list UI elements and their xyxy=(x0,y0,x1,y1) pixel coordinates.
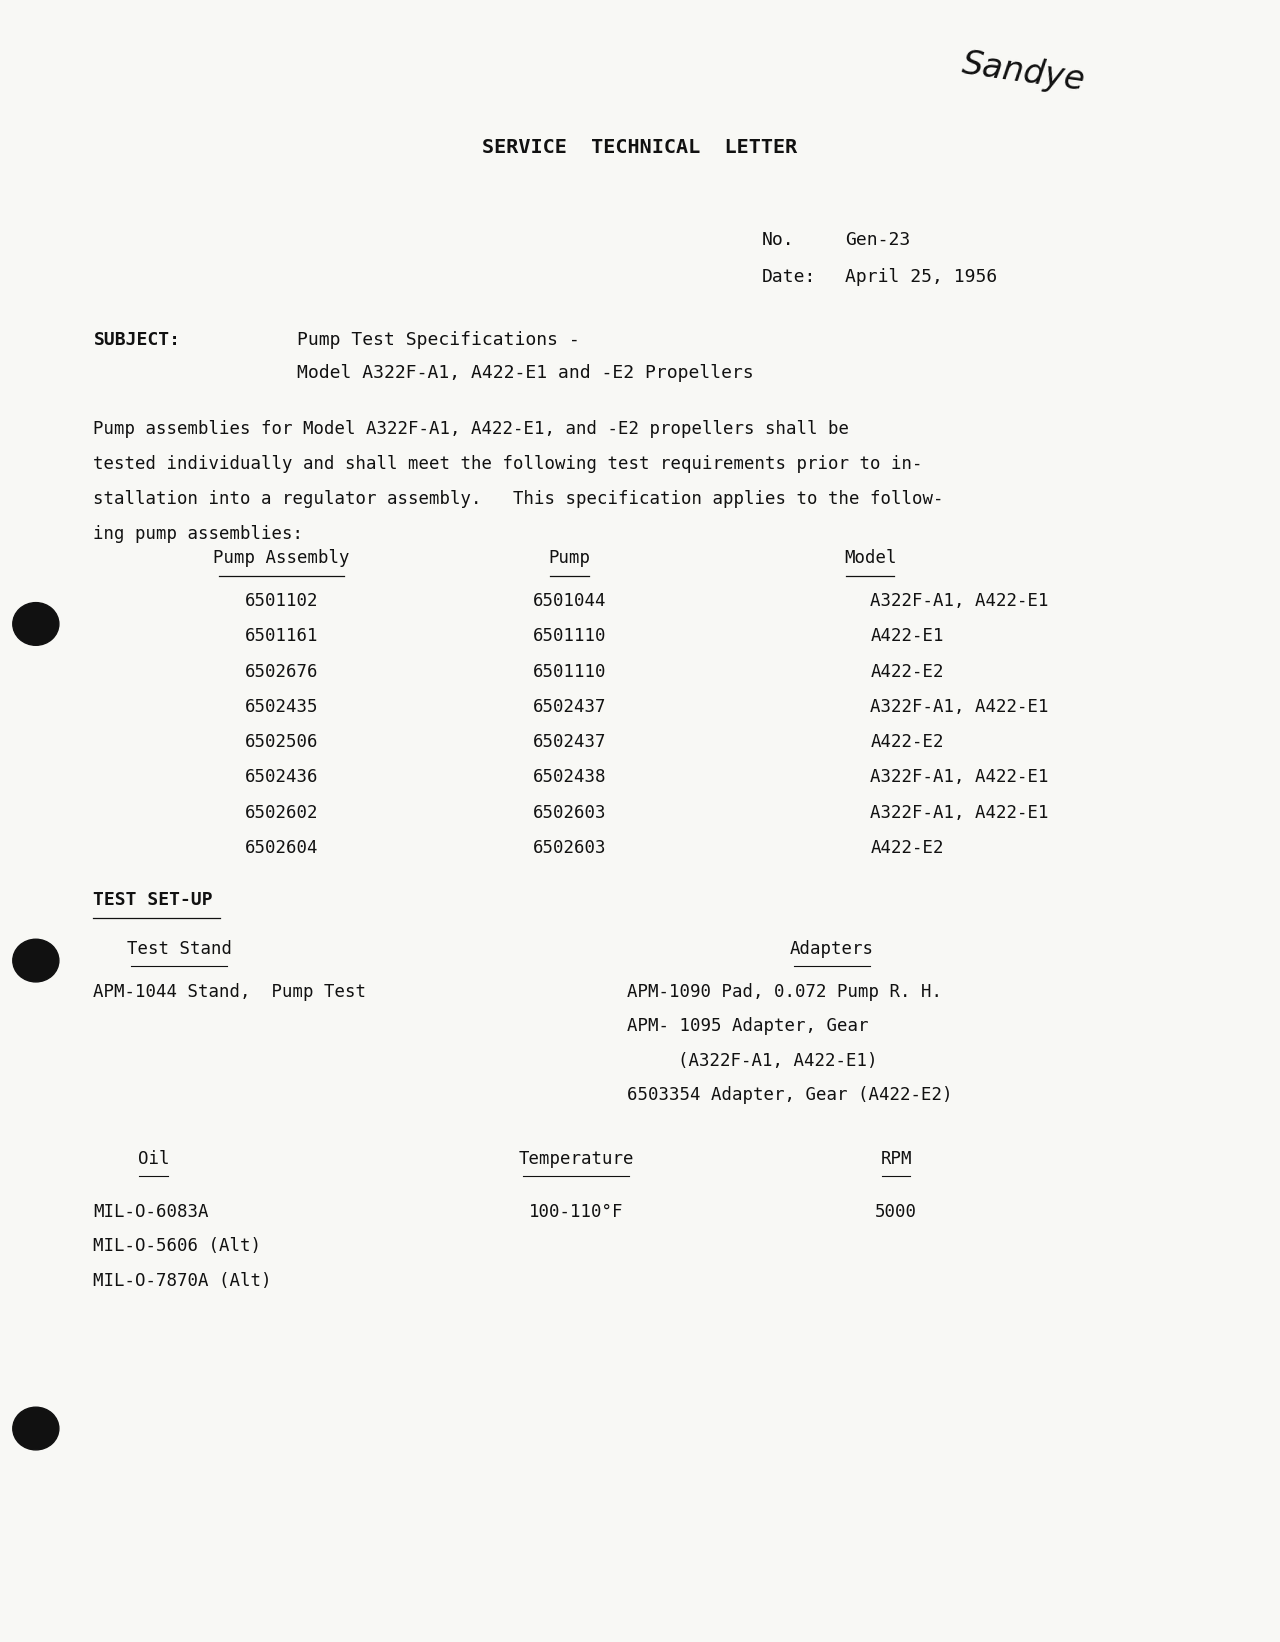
Text: A422-E2: A422-E2 xyxy=(870,663,943,680)
Text: A422-E2: A422-E2 xyxy=(870,839,943,857)
Text: Model A322F-A1, A422-E1 and -E2 Propellers: Model A322F-A1, A422-E1 and -E2 Propelle… xyxy=(297,365,754,381)
Text: 6502435: 6502435 xyxy=(244,698,319,716)
Text: RPM: RPM xyxy=(881,1151,911,1167)
Text: 6502603: 6502603 xyxy=(532,805,607,821)
Text: 6503354 Adapter, Gear (A422-E2): 6503354 Adapter, Gear (A422-E2) xyxy=(627,1087,952,1103)
Text: 6502676: 6502676 xyxy=(244,663,319,680)
Text: 6501110: 6501110 xyxy=(532,663,607,680)
Text: Sandye: Sandye xyxy=(960,48,1088,97)
Text: Test Stand: Test Stand xyxy=(127,941,232,957)
Text: A322F-A1, A422-E1: A322F-A1, A422-E1 xyxy=(870,768,1048,787)
Text: (A322F-A1, A422-E1): (A322F-A1, A422-E1) xyxy=(678,1053,878,1069)
Text: 6502506: 6502506 xyxy=(244,734,319,750)
Text: SERVICE  TECHNICAL  LETTER: SERVICE TECHNICAL LETTER xyxy=(483,138,797,158)
Ellipse shape xyxy=(13,1407,59,1450)
Text: MIL-O-5606 (Alt): MIL-O-5606 (Alt) xyxy=(93,1238,261,1254)
Text: SUBJECT:: SUBJECT: xyxy=(93,332,180,348)
Text: Pump Test Specifications -: Pump Test Specifications - xyxy=(297,332,580,348)
Text: 6502437: 6502437 xyxy=(532,698,607,716)
Text: stallation into a regulator assembly.   This specification applies to the follow: stallation into a regulator assembly. Th… xyxy=(93,491,943,507)
Text: Pump: Pump xyxy=(549,550,590,566)
Text: APM- 1095 Adapter, Gear: APM- 1095 Adapter, Gear xyxy=(627,1018,869,1034)
Text: Oil: Oil xyxy=(138,1151,169,1167)
Text: A322F-A1, A422-E1: A322F-A1, A422-E1 xyxy=(870,698,1048,716)
Ellipse shape xyxy=(13,603,59,645)
Text: MIL-O-7870A (Alt): MIL-O-7870A (Alt) xyxy=(93,1273,271,1289)
Text: 6502436: 6502436 xyxy=(244,768,319,787)
Text: 6502438: 6502438 xyxy=(532,768,607,787)
Text: Temperature: Temperature xyxy=(518,1151,634,1167)
Text: 6501044: 6501044 xyxy=(532,593,607,609)
Text: Pump Assembly: Pump Assembly xyxy=(214,550,349,566)
Text: Model: Model xyxy=(844,550,897,566)
Text: 6502602: 6502602 xyxy=(244,805,319,821)
Text: 5000: 5000 xyxy=(876,1204,916,1220)
Text: 6501161: 6501161 xyxy=(244,627,319,645)
Text: 100-110°F: 100-110°F xyxy=(529,1204,623,1220)
Text: 6501102: 6501102 xyxy=(244,593,319,609)
Text: Date:: Date: xyxy=(762,269,815,286)
Text: MIL-O-6083A: MIL-O-6083A xyxy=(93,1204,209,1220)
Text: tested individually and shall meet the following test requirements prior to in-: tested individually and shall meet the f… xyxy=(93,455,923,473)
Text: APM-1044 Stand,  Pump Test: APM-1044 Stand, Pump Test xyxy=(93,984,366,1000)
Text: 6502604: 6502604 xyxy=(244,839,319,857)
Text: TEST SET-UP: TEST SET-UP xyxy=(93,892,212,908)
Text: 6502603: 6502603 xyxy=(532,839,607,857)
Text: 6501110: 6501110 xyxy=(532,627,607,645)
Text: Pump assemblies for Model A322F-A1, A422-E1, and -E2 propellers shall be: Pump assemblies for Model A322F-A1, A422… xyxy=(93,420,850,437)
Text: Gen-23: Gen-23 xyxy=(845,232,910,248)
Ellipse shape xyxy=(13,939,59,982)
Text: ing pump assemblies:: ing pump assemblies: xyxy=(93,525,303,544)
Text: APM-1090 Pad, 0.072 Pump R. H.: APM-1090 Pad, 0.072 Pump R. H. xyxy=(627,984,942,1000)
Text: A322F-A1, A422-E1: A322F-A1, A422-E1 xyxy=(870,805,1048,821)
Text: April 25, 1956: April 25, 1956 xyxy=(845,269,997,286)
Text: Adapters: Adapters xyxy=(790,941,874,957)
Text: A322F-A1, A422-E1: A322F-A1, A422-E1 xyxy=(870,593,1048,609)
Text: A422-E2: A422-E2 xyxy=(870,734,943,750)
Text: 6502437: 6502437 xyxy=(532,734,607,750)
Text: A422-E1: A422-E1 xyxy=(870,627,943,645)
Text: No.: No. xyxy=(762,232,794,248)
